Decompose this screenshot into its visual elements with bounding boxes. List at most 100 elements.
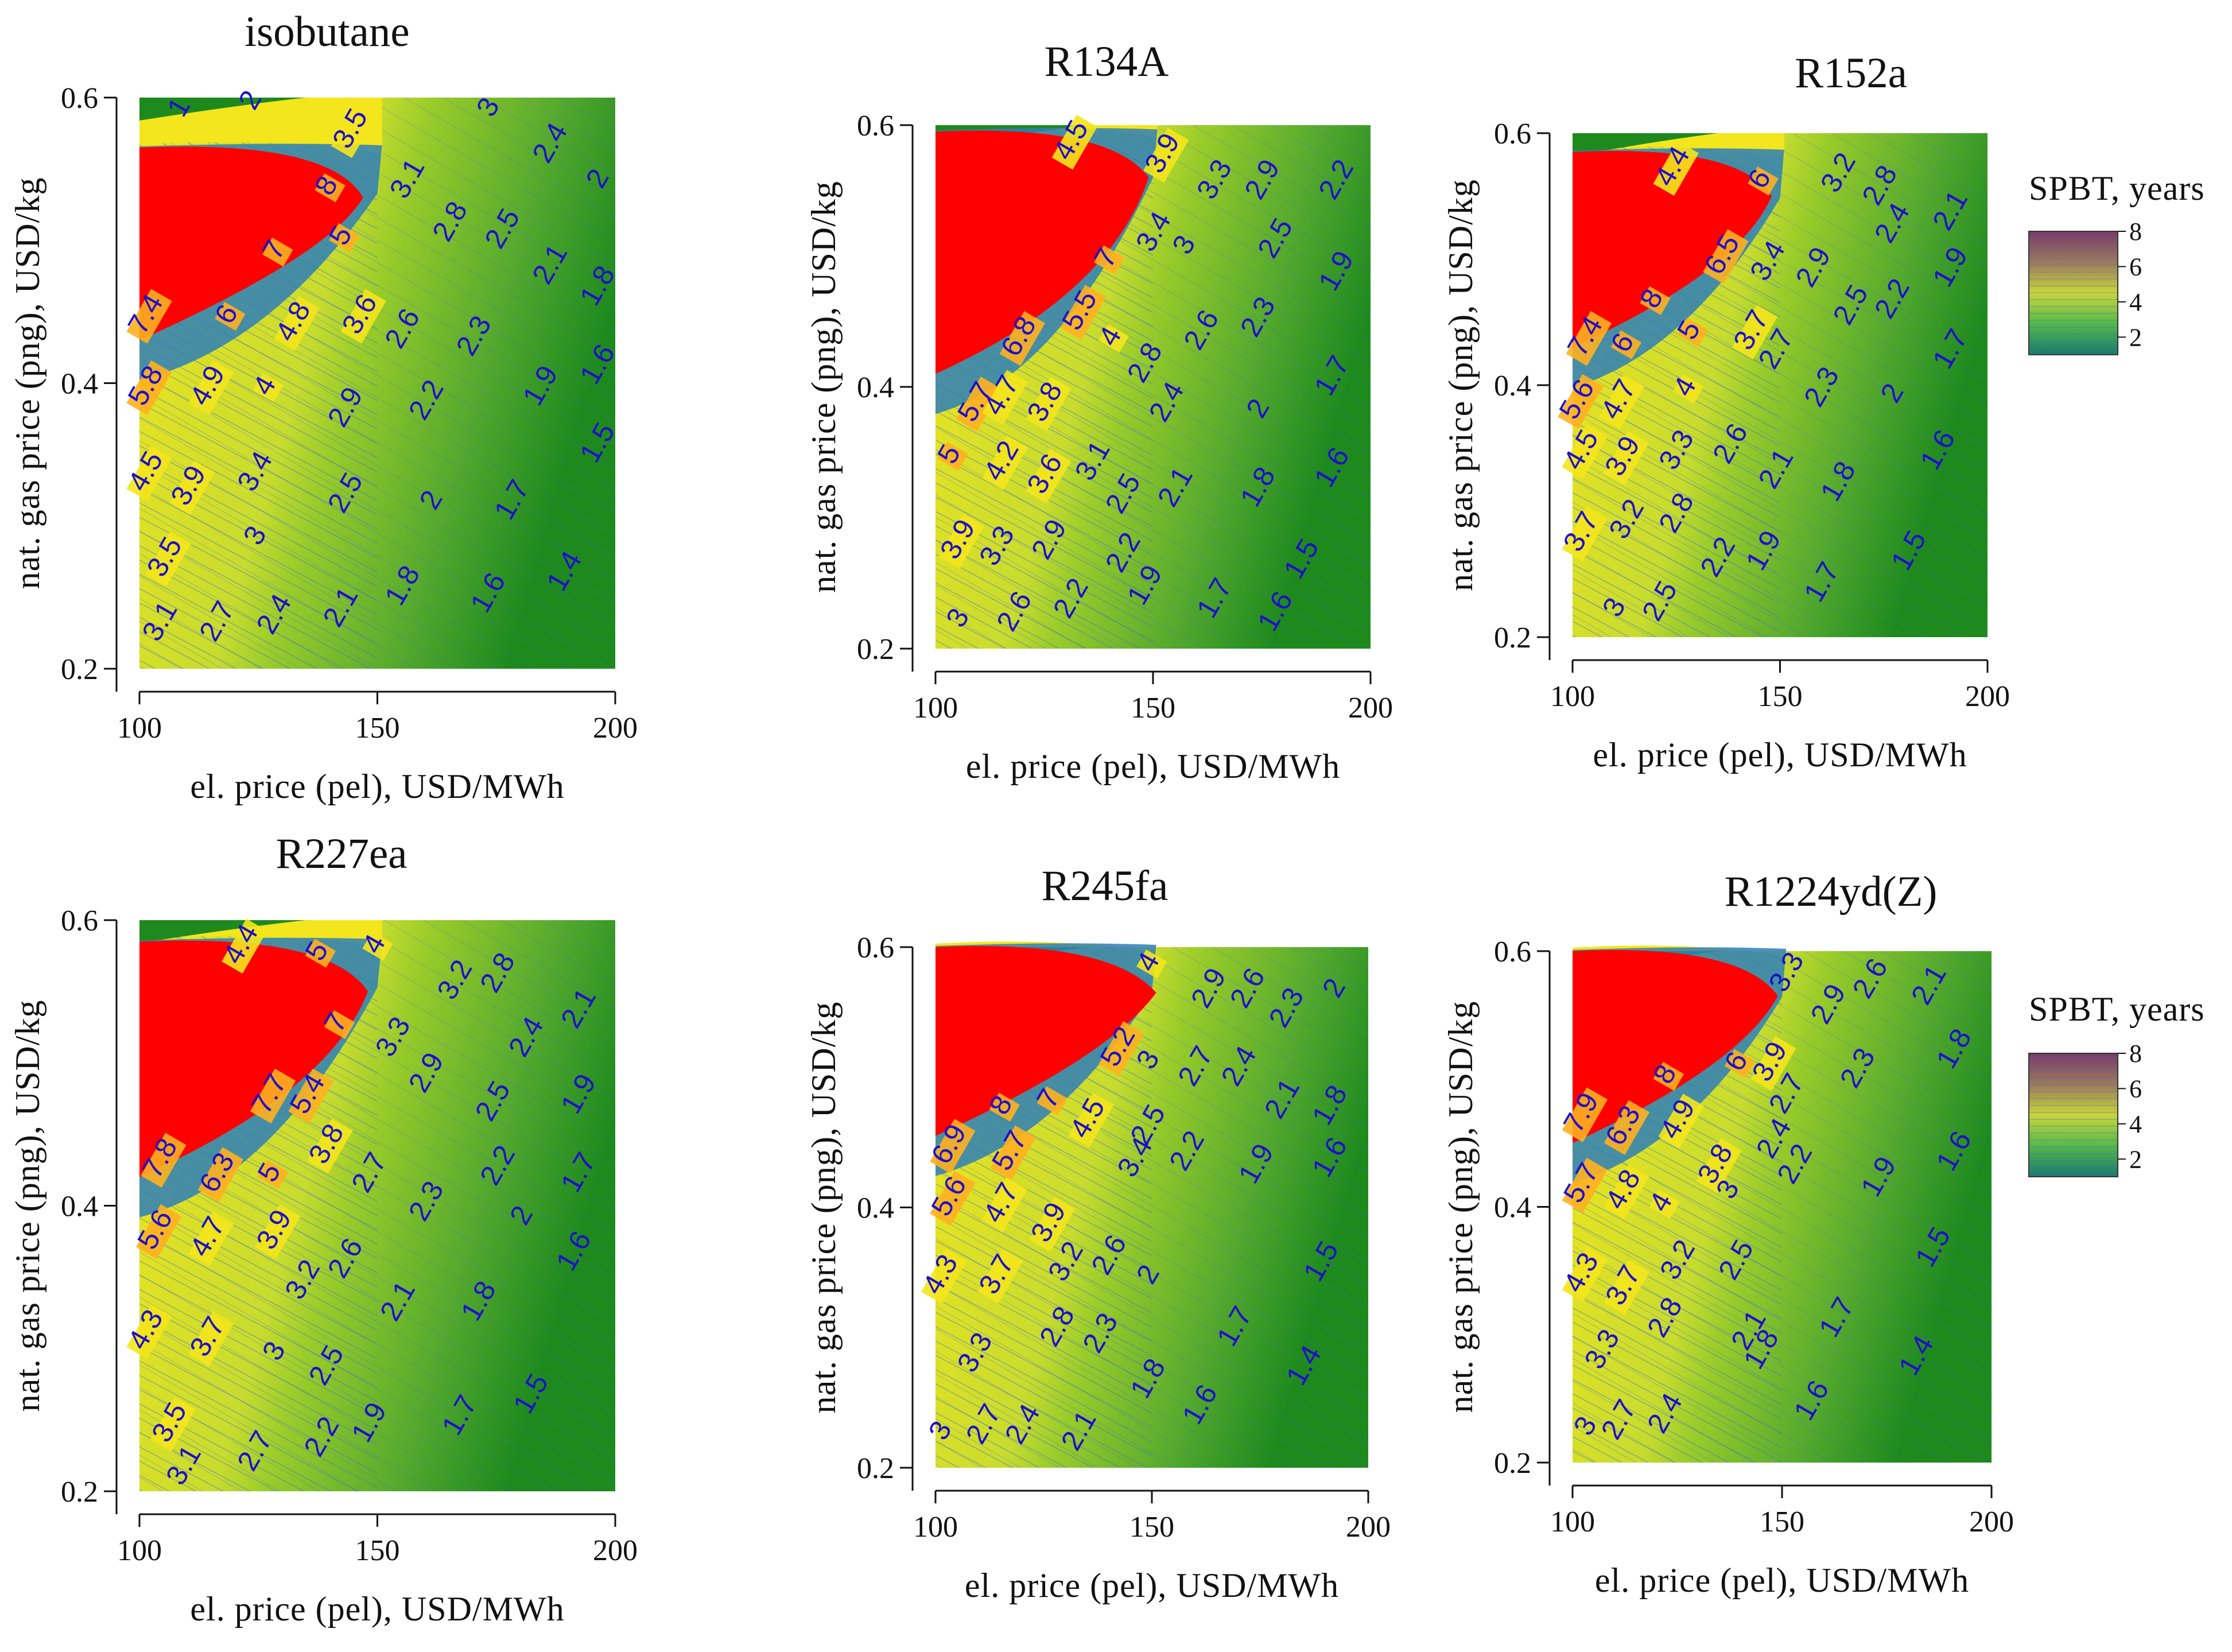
infeasible-region — [139, 940, 368, 1177]
legend-title: SPBT, years — [2029, 169, 2205, 207]
label-background — [981, 1177, 1028, 1232]
label-background — [307, 1118, 353, 1174]
contour-panel-6: 3.32.92.6 2.13.968 2.72.3 1.87.96.3 4.93.82.… — [1442, 868, 2014, 1599]
x-axis-title: el. price (pel), USD/MWh — [1593, 736, 1967, 774]
panel-title: R245fa — [1042, 862, 1169, 910]
x-tick-label: 150 — [1131, 692, 1175, 724]
label-background — [1562, 506, 1608, 561]
label-background — [274, 296, 320, 351]
x-tick-label: 150 — [1129, 1511, 1174, 1544]
y-tick-label: 0.6 — [1494, 118, 1531, 150]
y-tick-label: 0.4 — [1494, 370, 1531, 402]
label-background — [1098, 324, 1129, 353]
label-background — [1562, 1247, 1608, 1302]
infeasible-region — [936, 130, 1149, 374]
label-background — [150, 1397, 196, 1452]
label-background — [1640, 286, 1671, 316]
x-axis-title: el. price (pel), USD/MWh — [190, 767, 564, 805]
y-tick-label: 0.6 — [1494, 936, 1531, 968]
x-tick-label: 150 — [355, 712, 400, 744]
label-background — [982, 370, 1028, 425]
legend-tick-label: 8 — [2129, 218, 2142, 246]
label-background — [1599, 374, 1645, 429]
label-background — [135, 1204, 182, 1259]
y-tick-label: 0.2 — [61, 1476, 98, 1508]
y-tick-label: 0.4 — [61, 1190, 98, 1223]
label-background — [1143, 127, 1189, 183]
label-background — [126, 445, 172, 501]
x-tick-label: 150 — [1758, 680, 1803, 713]
label-background — [930, 1119, 976, 1174]
label-background — [1604, 1164, 1650, 1219]
y-tick-label: 0.2 — [857, 633, 894, 666]
label-background — [1026, 448, 1072, 503]
label-background — [1562, 1157, 1608, 1213]
label-background — [1051, 114, 1098, 170]
label-background — [255, 1204, 301, 1259]
y-tick-label: 0.6 — [61, 905, 98, 937]
label-background — [990, 1125, 1037, 1181]
label-background — [197, 1147, 244, 1202]
label-background — [1610, 330, 1642, 359]
y-tick-label: 0.6 — [61, 82, 98, 115]
y-tick-label: 0.4 — [61, 368, 98, 401]
label-background — [169, 460, 215, 515]
y-tick-label: 0.4 — [857, 371, 894, 404]
y-axis-title: nat. gas price (png), USD/kg — [805, 1002, 843, 1414]
y-axis-title: nat. gas price (png), USD/kg — [1442, 179, 1480, 591]
infeasible-region — [1573, 950, 1778, 1143]
contour-panel-1: 1 23.5 32.428 3.12.8 2.52.1 1.87 57.4 6 4.8 3.62.… — [9, 8, 638, 805]
label-background — [1673, 374, 1704, 404]
contour-panel-3: 4.4 6 3.22.8 2.12.46.53.42.92.21.98 2.57.46 5… — [1442, 49, 2010, 774]
x-tick-label: 200 — [1965, 680, 2010, 713]
label-background — [324, 1010, 355, 1040]
x-tick-label: 150 — [355, 1534, 400, 1567]
y-tick-label: 0.4 — [1494, 1192, 1531, 1224]
x-axis-title: el. price (pel), USD/MWh — [190, 1590, 564, 1628]
y-axis-title: nat. gas price (png), USD/kg — [1442, 1001, 1480, 1413]
label-background — [141, 1133, 187, 1188]
label-background — [340, 289, 386, 344]
label-background — [938, 514, 984, 569]
y-tick-label: 0.6 — [857, 932, 894, 964]
label-background — [1653, 1062, 1684, 1091]
label-background — [362, 932, 393, 961]
label-background — [331, 103, 377, 158]
x-tick-label: 100 — [1550, 1506, 1595, 1538]
label-background — [1750, 1036, 1796, 1091]
x-tick-label: 100 — [117, 1534, 162, 1567]
infeasible-region — [139, 146, 363, 340]
y-tick-label: 0.4 — [857, 1192, 894, 1225]
infeasible-region — [1573, 151, 1772, 348]
label-background — [1696, 1138, 1742, 1193]
label-background — [315, 173, 346, 203]
y-tick-label: 0.2 — [61, 653, 98, 686]
label-background — [1026, 376, 1072, 432]
label-background — [921, 1248, 967, 1304]
legend-1: SPBT, years 2 4 6 8 — [2028, 169, 2205, 355]
label-background — [126, 1304, 172, 1359]
label-background — [126, 360, 172, 416]
label-background — [1677, 317, 1708, 347]
label-background — [215, 301, 246, 331]
top-band-green — [139, 98, 306, 121]
label-background — [1724, 1049, 1756, 1079]
legend-2: SPBT, years 2 4 6 8 — [2028, 990, 2204, 1177]
label-background — [982, 435, 1028, 491]
label-background — [288, 1068, 334, 1124]
y-tick-label: 0.6 — [857, 110, 894, 142]
label-background — [305, 939, 336, 968]
x-tick-label: 100 — [1550, 680, 1595, 713]
contour-label: 3.9 — [250, 1204, 301, 1259]
label-background — [1136, 949, 1167, 979]
panel-title: R152a — [1795, 49, 1907, 97]
x-tick-label: 200 — [1346, 1511, 1391, 1544]
contour-panel-2: 4.5 3.93.3 2.9 2.23.43 2.51.975.54 2.6 2.36.82… — [805, 38, 1393, 785]
contour-panel-4: 4.4 5 43.22.82.17 3.32.92.41.97.75.4 2.53.82… — [9, 830, 638, 1628]
top-band-yellow — [139, 98, 382, 154]
label-background — [1029, 1197, 1076, 1252]
label-background — [1562, 424, 1608, 479]
legend-tick-label: 8 — [2129, 1040, 2142, 1068]
label-background — [126, 289, 172, 344]
label-background — [1562, 1087, 1608, 1142]
